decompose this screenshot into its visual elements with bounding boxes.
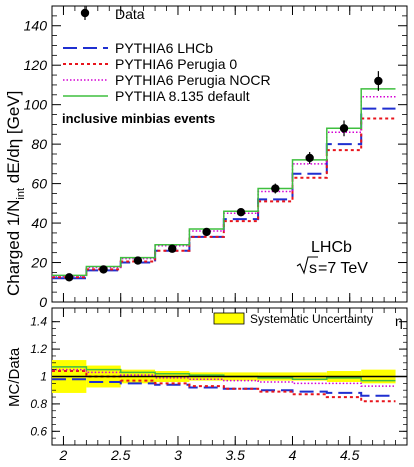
legend-label-perugia0: PYTHIA6 Perugia 0 [115, 56, 237, 72]
data-point [271, 184, 280, 193]
lower-y-tick-label: 0.8 [30, 397, 47, 411]
lower-y-axis-label: MC/Data [6, 347, 23, 407]
data-point [168, 244, 177, 253]
upper-y-tick-label: 80 [31, 136, 47, 152]
upper-y-tick-label: 100 [24, 97, 48, 113]
x-tick-label: 3.5 [225, 447, 245, 463]
sample-annotation: inclusive minbias events [62, 111, 215, 126]
lower-y-tick-label: 1.4 [30, 315, 47, 329]
data-point [202, 227, 211, 237]
sqrt-sign [296, 256, 318, 275]
x-tick-label: 2.5 [110, 447, 131, 463]
upper-plot-content: 0 20 40 60 80 100 120 140 [24, 5, 408, 310]
legend-label-perugia-nocr: PYTHIA6 Perugia NOCR [115, 72, 271, 88]
upper-plot-frame [51, 5, 408, 303]
energy-rest: =7 TeV [318, 260, 368, 277]
series-line-pythia-8-135-default [52, 88, 396, 277]
x-tick-label: 2 [59, 447, 68, 463]
upper-y-tick-label: 140 [24, 18, 48, 34]
data-point [236, 208, 246, 217]
lower-plot-content: 0.6 0.8 1 1.2 1.4 2 2.5 3 3.5 4 4.5 [30, 308, 408, 463]
data-point [339, 124, 349, 133]
y-label-sub: int [15, 188, 27, 200]
upper-y-tick-label: 40 [31, 215, 47, 231]
x-tick-label: 3 [174, 447, 182, 463]
upper-y-tick-label: 0 [39, 294, 47, 310]
legend: Data PYTHIA6 LHCb PYTHIA6 Perugia 0 PYTH… [63, 6, 271, 104]
upper-y-tick-label: 20 [30, 255, 47, 271]
x-tick-label: 4 [289, 447, 297, 463]
data-point [374, 76, 383, 86]
data-point [64, 273, 74, 282]
data-point [99, 265, 108, 274]
y-label-main: Charged 1/N [4, 200, 23, 296]
data-point [305, 153, 314, 163]
lower-legend: Systematic Uncertainty [213, 312, 373, 326]
upper-y-tick-label: 60 [31, 176, 47, 192]
data-point [133, 256, 143, 265]
x-tick-label: 4.5 [340, 447, 360, 463]
legend-label-systematic: Systematic Uncertainty [250, 312, 373, 326]
legend-label-data: Data [115, 6, 145, 22]
legend-label-pythia8: PYTHIA 8.135 default [115, 88, 250, 104]
y-label-rest: dE/dη [GeV] [4, 91, 23, 188]
upper-y-axis-label: Charged 1/Nint dE/dη [GeV] [4, 91, 27, 296]
lower-y-tick-label: 1.2 [30, 342, 47, 356]
energy-root: s [309, 260, 317, 277]
legend-marker-systematic [213, 312, 245, 325]
lower-y-tick-label: 1 [40, 370, 47, 384]
x-axis-label: η [395, 313, 403, 329]
experiment-label: LHCb [311, 239, 352, 256]
upper-y-tick-label: 120 [24, 57, 48, 73]
energy-label: s =7 TeV [296, 256, 368, 277]
legend-label-pythia6-lhcb: PYTHIA6 LHCb [115, 40, 213, 56]
lower-y-tick-label: 0.6 [30, 424, 47, 438]
legend-marker-data [80, 8, 90, 18]
